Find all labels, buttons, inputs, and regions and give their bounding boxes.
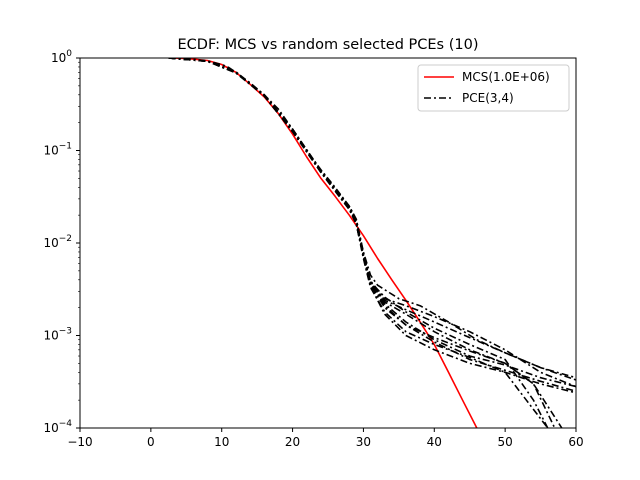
legend-label: PCE(3,4) <box>462 91 514 105</box>
mcs-line <box>168 58 478 428</box>
pce-line-1 <box>168 58 576 381</box>
chart-title: ECDF: MCS vs random selected PCEs (10) <box>178 37 479 53</box>
y-tick-label: 100 <box>51 49 72 65</box>
y-tick-label: 10−3 <box>43 327 72 343</box>
legend-label: MCS(1.0E+06) <box>462 70 550 84</box>
x-tick-label: −10 <box>67 435 92 449</box>
legend: MCS(1.0E+06) PCE(3,4) <box>417 64 570 112</box>
x-tick-label: 0 <box>147 435 155 449</box>
x-tick-label: 20 <box>285 435 300 449</box>
pce-line-6 <box>168 58 549 428</box>
x-tick-label: 40 <box>427 435 442 449</box>
x-tick-label: 30 <box>356 435 371 449</box>
y-tick-label: 10−1 <box>43 142 72 158</box>
y-tick-label: 10−4 <box>43 419 72 435</box>
legend-box <box>417 64 570 112</box>
plot-frame <box>79 57 577 429</box>
pce-line-2 <box>168 58 549 428</box>
pce-line-10 <box>168 58 563 428</box>
y-tick-label: 10−2 <box>43 234 72 250</box>
x-tick-label: 10 <box>214 435 229 449</box>
x-tick-label: 50 <box>498 435 513 449</box>
x-tick-label: 60 <box>568 435 583 449</box>
